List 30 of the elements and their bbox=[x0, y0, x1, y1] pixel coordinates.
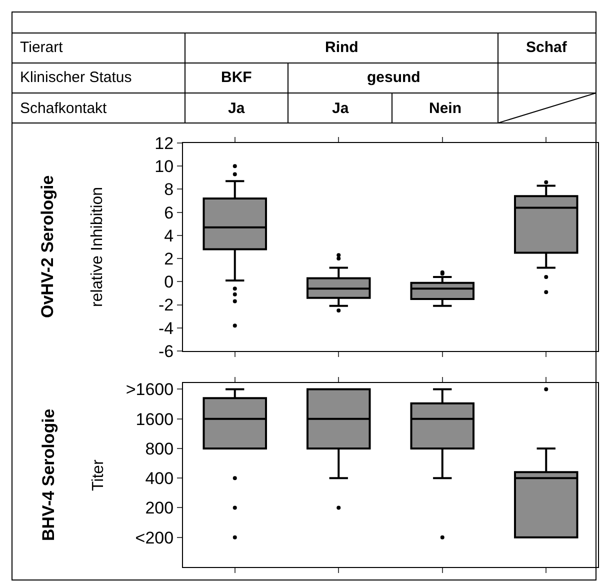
y-tick-label: 400 bbox=[145, 469, 174, 488]
y-tick-label: 4 bbox=[164, 226, 174, 246]
text: BKF bbox=[221, 69, 252, 86]
y-tick-label: -6 bbox=[158, 342, 174, 361]
y-axis-title: Titer bbox=[90, 458, 107, 491]
text: Rind bbox=[325, 39, 358, 56]
text: BHV-4 Serologie bbox=[39, 408, 58, 541]
y-tick-label: 12 bbox=[154, 134, 174, 153]
y-axis-title: relative Inhibition bbox=[89, 186, 106, 307]
text: gesund bbox=[367, 69, 420, 86]
y-tick-label: 10 bbox=[154, 157, 174, 176]
text: Schafkontakt bbox=[20, 100, 108, 117]
y-tick-label: 200 bbox=[145, 498, 174, 518]
y-tick-label: >1600 bbox=[126, 380, 174, 400]
text: Ja bbox=[228, 100, 246, 117]
y-tick-label: -4 bbox=[158, 318, 174, 338]
y-tick-label: 1600 bbox=[136, 410, 174, 429]
y-tick-label: 800 bbox=[145, 439, 174, 458]
text: Schaf bbox=[526, 39, 568, 56]
y-tick-label: -2 bbox=[158, 296, 174, 315]
text: Tierart bbox=[20, 39, 64, 56]
text: Ja bbox=[332, 100, 350, 117]
text: Nein bbox=[429, 100, 462, 117]
y-tick-label: 0 bbox=[164, 272, 174, 292]
y-tick-label: 8 bbox=[164, 180, 174, 200]
text: OvHV-2 Serologie bbox=[38, 175, 57, 318]
y-tick-label: <200 bbox=[135, 528, 174, 548]
y-tick-label: 2 bbox=[164, 250, 174, 269]
text: Klinischer Status bbox=[20, 69, 132, 86]
y-tick-label: 6 bbox=[164, 203, 174, 222]
